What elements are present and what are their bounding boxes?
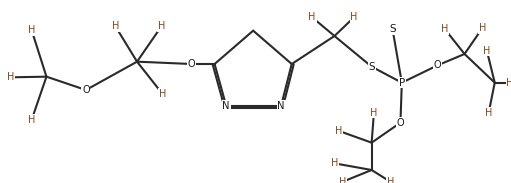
Text: N: N xyxy=(277,101,285,111)
Text: H: H xyxy=(335,126,342,136)
Text: H: H xyxy=(478,23,486,33)
Text: H: H xyxy=(351,12,358,22)
Text: O: O xyxy=(82,85,90,95)
Text: O: O xyxy=(188,59,195,69)
Text: H: H xyxy=(483,46,491,56)
Text: H: H xyxy=(339,177,346,183)
Text: H: H xyxy=(28,25,35,35)
Text: H: H xyxy=(7,72,14,82)
Text: S: S xyxy=(389,24,396,34)
Text: H: H xyxy=(309,12,316,22)
Text: H: H xyxy=(442,24,449,34)
Text: H: H xyxy=(159,89,166,99)
Text: H: H xyxy=(506,78,511,88)
Text: H: H xyxy=(331,158,338,168)
Text: H: H xyxy=(485,108,493,118)
Text: S: S xyxy=(368,62,375,72)
Text: H: H xyxy=(158,21,166,31)
Text: P: P xyxy=(399,78,405,88)
Text: H: H xyxy=(28,115,35,125)
Text: O: O xyxy=(434,60,442,70)
Text: N: N xyxy=(222,101,230,111)
Text: O: O xyxy=(397,118,404,128)
Text: H: H xyxy=(370,108,378,118)
Text: H: H xyxy=(111,21,119,31)
Text: H: H xyxy=(386,177,394,183)
